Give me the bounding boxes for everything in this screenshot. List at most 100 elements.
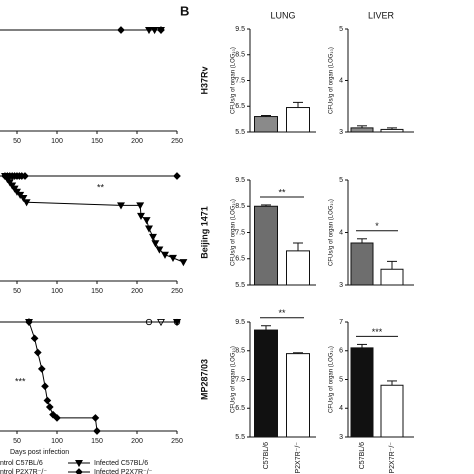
y-tick-label: 9.5 (235, 319, 245, 326)
y-tick-label: 4 (339, 229, 343, 236)
survival-marker (145, 26, 153, 35)
y-tick-label: 7.5 (235, 77, 245, 84)
x-tick-label: 50 (13, 138, 21, 145)
y-tick-label: 5.5 (235, 434, 245, 441)
significance: * (375, 221, 379, 231)
survival-marker (19, 195, 28, 203)
y-axis-title: CFUs/g of organ (LOG₁₀) (231, 199, 237, 266)
x-tick-label: 150 (91, 438, 103, 445)
bar (286, 250, 310, 286)
x-axis-title: Days post infection (10, 449, 69, 456)
survival-marker (41, 382, 49, 391)
bar (350, 127, 374, 133)
column-title: LIVER (368, 10, 395, 20)
bar (254, 116, 278, 133)
survival-marker (22, 199, 31, 207)
legend-marker (75, 459, 83, 468)
bar (380, 268, 404, 286)
legend-label: Control P2X7R⁻/⁻ (0, 469, 47, 474)
significance: *** (15, 376, 26, 386)
column-title: LUNG (270, 10, 295, 20)
survival-marker (21, 172, 29, 180)
survival-marker (155, 246, 164, 254)
significance: ** (278, 187, 286, 197)
x-tick-label: P2X7R⁻/⁻ (389, 442, 396, 474)
survival-marker (161, 251, 169, 259)
y-tick-label: 5 (339, 177, 343, 184)
survival-marker (53, 414, 61, 422)
survival-marker (30, 334, 39, 343)
x-tick-label: 150 (91, 138, 103, 145)
x-tick-label: C57BL/6 (263, 442, 270, 469)
x-tick-label: 250 (171, 138, 183, 145)
significance: ** (97, 182, 105, 192)
bar (286, 353, 310, 438)
bar (380, 384, 404, 438)
y-axis-title: CFUs/g of organ (LOG₁₀) (231, 47, 237, 114)
bar (350, 242, 374, 286)
survival-marker (49, 410, 57, 419)
x-tick-label: 100 (51, 288, 63, 295)
x-tick-label: 250 (171, 288, 183, 295)
bar (254, 329, 278, 438)
y-tick-label: 3 (339, 282, 343, 289)
survival-marker (179, 259, 188, 267)
y-tick-label: 6.5 (235, 256, 245, 263)
x-tick-label: P2X7R⁻/⁻ (295, 442, 302, 474)
significance: *** (372, 327, 383, 337)
y-tick-label: 6 (339, 348, 343, 355)
survival-line (0, 175, 184, 263)
survival-marker (91, 414, 100, 422)
y-tick-label: 5.5 (235, 282, 245, 289)
y-tick-label: 5.5 (235, 129, 245, 136)
y-tick-label: 4 (339, 77, 343, 84)
x-tick-label: 200 (131, 288, 143, 295)
bar (286, 107, 310, 133)
y-axis-title: CFUs/g of organ (LOG₁₀) (329, 346, 335, 413)
survival-marker (137, 212, 145, 221)
survival-marker (173, 172, 181, 180)
legend-marker (75, 468, 83, 474)
y-axis-title: CFUs/g of organ (LOG₁₀) (329, 199, 335, 266)
legend-label: Infected C57BL/6 (94, 460, 148, 467)
y-tick-label: 5 (339, 26, 343, 33)
bar (350, 347, 374, 438)
survival-marker (169, 254, 177, 263)
significance: ** (278, 308, 286, 318)
survival-marker (173, 318, 181, 327)
x-tick-label: 150 (91, 288, 103, 295)
survival-marker (149, 233, 157, 242)
legend-label: Infected P2X7R⁻/⁻ (94, 469, 153, 474)
row-label: MP287/03 (199, 359, 209, 400)
survival-marker (93, 427, 101, 435)
y-tick-label: 7.5 (235, 376, 245, 383)
survival-marker (33, 348, 42, 357)
legend-label: Control C57BL/6 (0, 460, 43, 467)
y-tick-label: 5 (339, 376, 343, 383)
x-tick-label: 200 (131, 438, 143, 445)
survival-marker (151, 240, 160, 248)
survival-marker (45, 403, 54, 411)
y-tick-label: 9.5 (235, 177, 245, 184)
y-tick-label: 7 (339, 319, 343, 326)
y-tick-label: 7.5 (235, 229, 245, 236)
row-label: H37Rv (199, 66, 209, 94)
y-tick-label: 8.5 (235, 203, 245, 210)
y-tick-label: 3 (339, 129, 343, 136)
y-tick-label: 6.5 (235, 405, 245, 412)
y-tick-label: 8.5 (235, 52, 245, 59)
row-label: Beijing 1471 (199, 206, 209, 259)
bar (254, 205, 278, 286)
survival-marker (117, 202, 125, 210)
y-tick-label: 8.5 (235, 348, 245, 355)
y-tick-label: 9.5 (235, 26, 245, 33)
y-tick-label: 3 (339, 434, 343, 441)
x-tick-label: C57BL/6 (359, 442, 366, 469)
y-tick-label: 6.5 (235, 103, 245, 110)
x-tick-label: 250 (171, 438, 183, 445)
survival-marker (150, 26, 159, 35)
x-tick-label: 100 (51, 138, 63, 145)
y-axis-title: CFUs/g of organ (LOG₁₀) (329, 47, 335, 114)
